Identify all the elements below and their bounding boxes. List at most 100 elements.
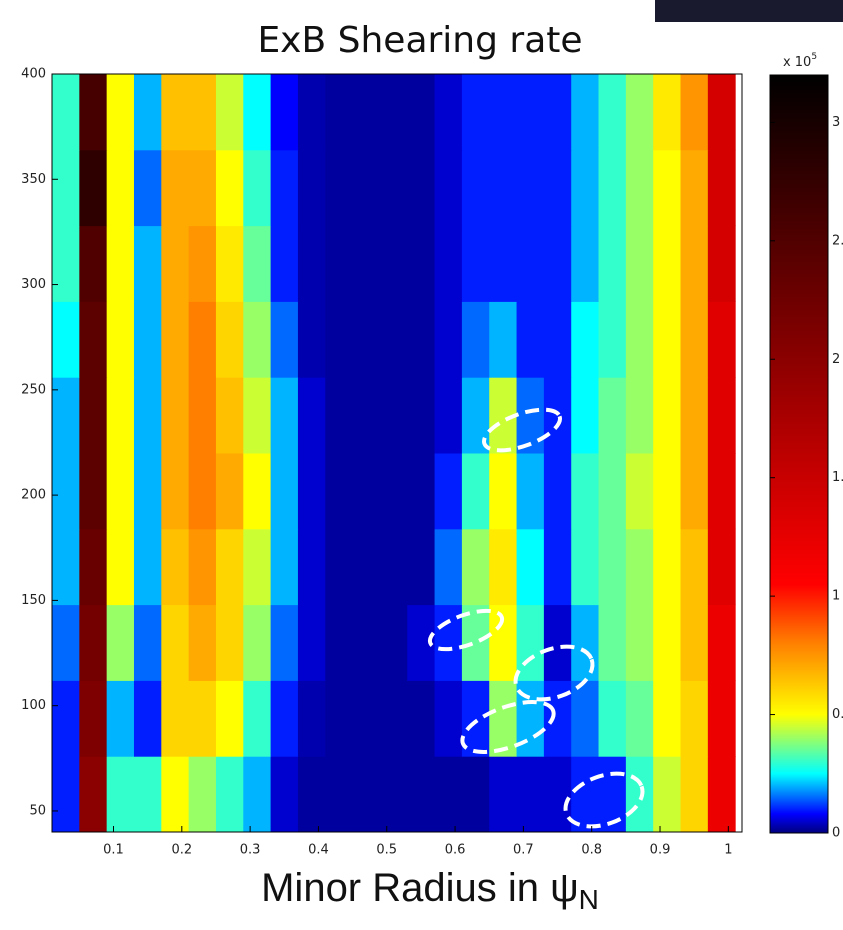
heatmap-cell [352,604,381,681]
heatmap-cell [571,528,600,606]
heatmap-cell [543,528,572,606]
y-tick-label: 100 [21,698,46,713]
heatmap-cell [653,301,682,378]
heatmap-cell [79,149,108,227]
heatmap-cell [79,756,108,832]
heatmap-cell [543,604,572,681]
heatmap-cell [707,225,736,302]
heatmap-cell [653,604,682,681]
heatmap-cell [434,528,463,606]
heatmap-cell [543,149,572,227]
heatmap-cell [270,528,299,606]
heatmap-cell [52,377,80,454]
heatmap-cell [543,74,572,151]
heatmap-cell [653,756,682,832]
heatmap-cell [379,149,408,227]
heatmap-cell [161,680,190,757]
heatmap-cell [325,756,354,832]
heatmap-cell [215,301,244,378]
heatmap-cell [161,377,190,454]
heatmap-cell [379,528,408,606]
heatmap-cell [352,756,381,832]
heatmap-cell [79,528,108,606]
heatmap-cell [680,604,709,681]
heatmap-cell [133,149,162,227]
heatmap-cell [325,604,354,681]
highlight-ellipse [563,771,645,829]
heatmap-cell [598,225,627,302]
heatmap-cell [653,377,682,454]
colorbar-tick-label: 0.5 [832,707,843,722]
heatmap-cell [489,756,518,832]
heatmap-cell [571,149,600,227]
heatmap-cell [133,604,162,681]
heatmap-cell [215,756,244,832]
heatmap-cell [598,74,627,151]
heatmap-cell [598,756,627,832]
y-tick-label: 300 [21,277,46,292]
heatmap-cell [270,377,299,454]
heatmap-cell [79,453,108,530]
heatmap-cell [215,74,244,151]
heatmap-cell [52,756,80,832]
x-axis-label-main: Minor Radius in ψ [261,866,579,910]
heatmap-cell [625,149,654,227]
heatmap-cell [106,453,135,530]
heatmap-cell [516,604,545,681]
x-tick-label: 0.9 [650,843,671,858]
colorbar-tick-label: 1.5 [832,470,843,485]
colorbar-scale-exp: 5 [811,52,817,62]
heatmap-cell [243,756,272,832]
heatmap-cell [434,756,463,832]
heatmap-cell [407,301,436,378]
heatmap-cell [133,756,162,832]
heatmap-cell [188,74,217,151]
heatmap-cell [461,528,490,606]
heatmap-cell [270,149,299,227]
heatmap-cell [407,149,436,227]
heatmap-cell [625,453,654,530]
heatmap-cell [297,528,326,606]
thumbnail [655,0,843,22]
heatmap-cell [161,225,190,302]
heatmap-cell [653,453,682,530]
heatmap-cell [52,74,80,151]
heatmap-cell [571,604,600,681]
heatmap-cell [270,301,299,378]
heatmap-cell [133,74,162,151]
heatmap-cell [434,149,463,227]
heatmap-cell [188,756,217,832]
heatmap-cell [352,301,381,378]
heatmap-cell [133,225,162,302]
heatmap-cell [215,604,244,681]
heatmap-cell [461,453,490,530]
heatmap [52,74,736,832]
heatmap-cell [188,225,217,302]
heatmap-cell [52,149,80,227]
heatmap-cell [243,225,272,302]
heatmap-cell [79,377,108,454]
heatmap-cell [325,680,354,757]
heatmap-cell [680,301,709,378]
heatmap-cell [461,756,490,832]
highlight-ellipse [513,644,595,702]
heatmap-cell [106,74,135,151]
y-tick-label: 400 [21,67,46,82]
heatmap-cell [243,301,272,378]
heatmap-cell [489,225,518,302]
heatmap-cell [352,377,381,454]
heatmap-cell [379,301,408,378]
heatmap-cell [407,225,436,302]
heatmap-cell [188,604,217,681]
heatmap-cell [461,604,490,681]
heatmap-cell [489,528,518,606]
heatmap-cell [625,528,654,606]
heatmap-cell [352,74,381,151]
colorbar-tick-label: 3 [832,115,840,130]
heatmap-cell [270,74,299,151]
heatmap-cell [434,680,463,757]
heatmap-cell [379,604,408,681]
heatmap-cell [653,74,682,151]
x-tick-label: 0.1 [103,843,124,858]
heatmap-cell [215,453,244,530]
